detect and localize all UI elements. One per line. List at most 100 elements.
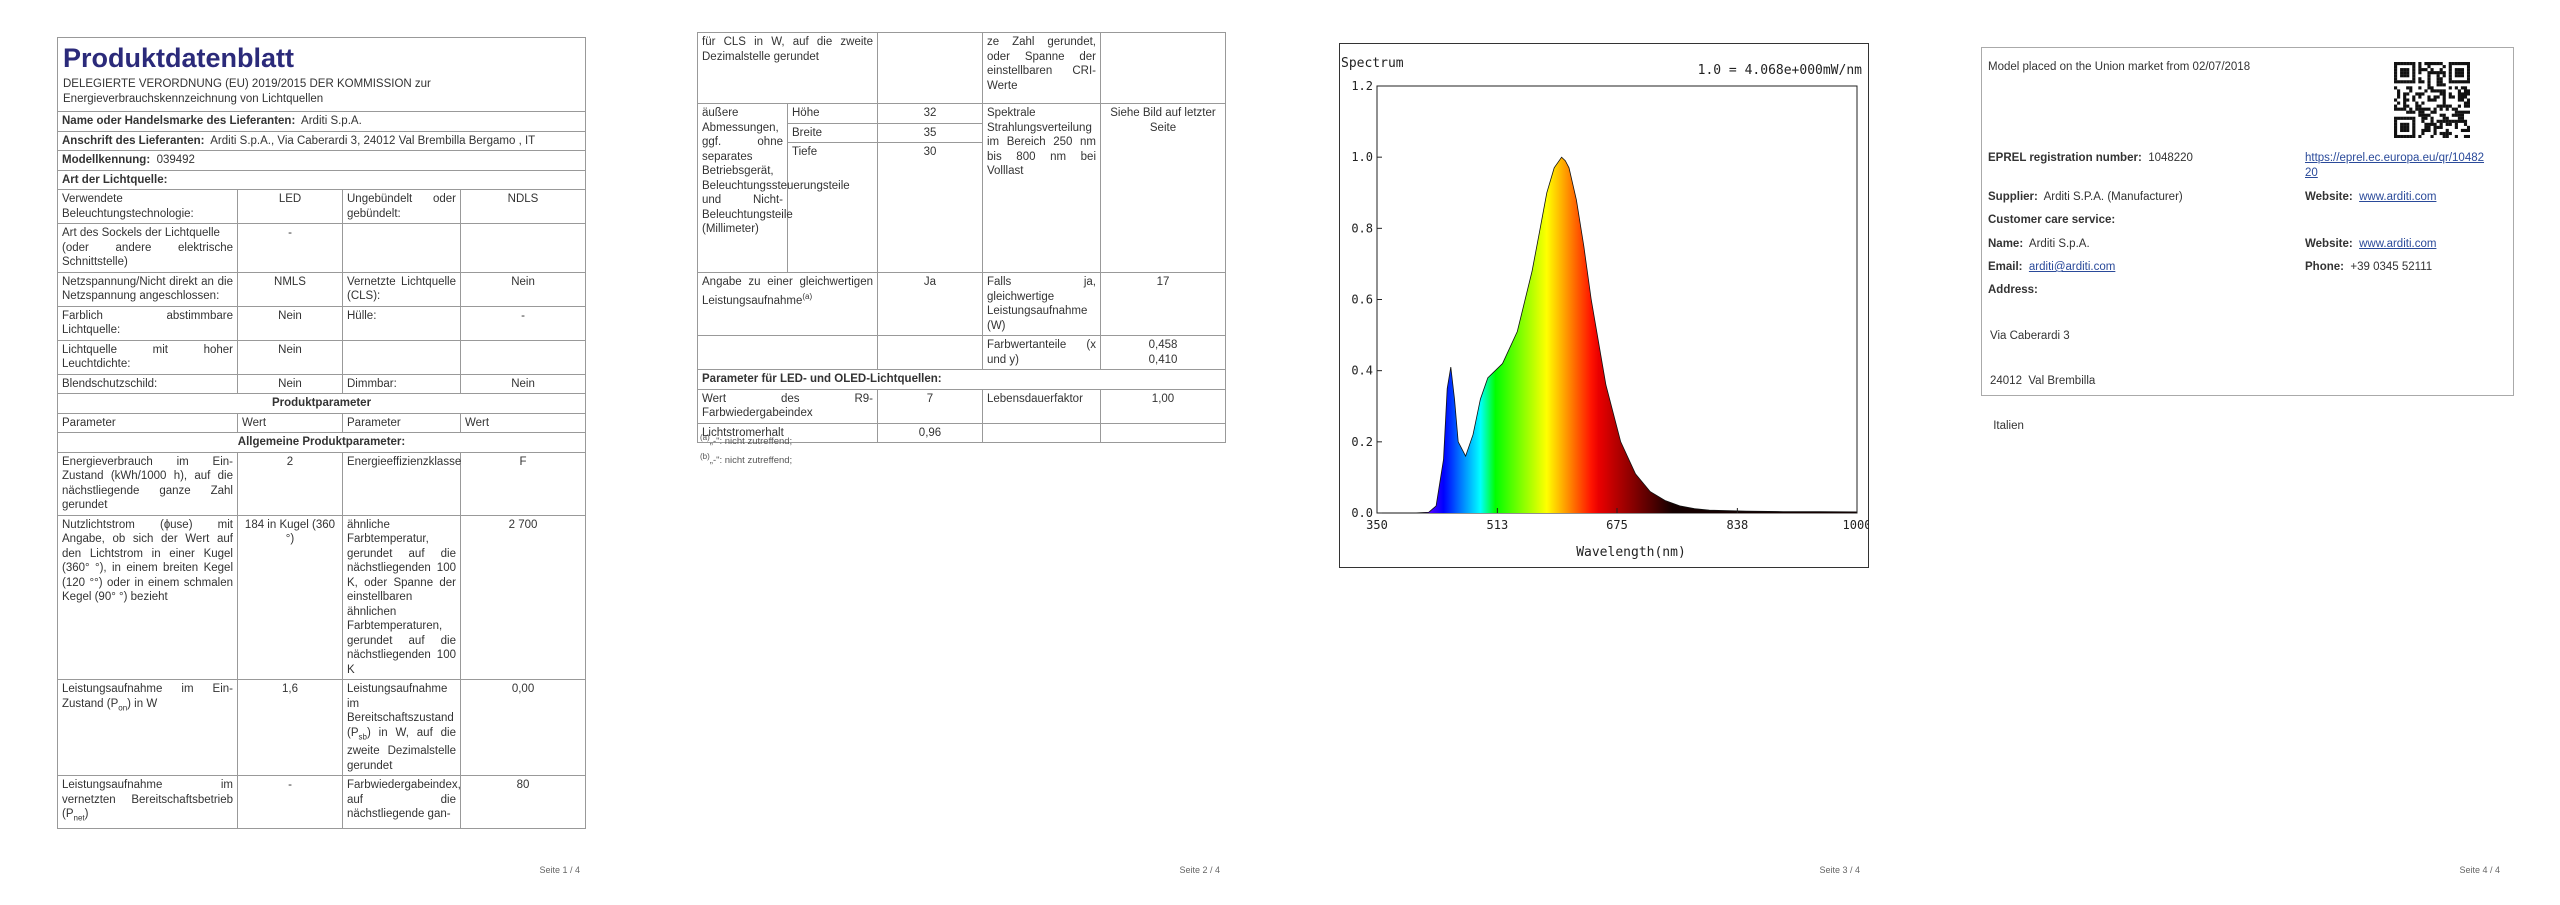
param-cell xyxy=(982,422,1101,443)
qr-module xyxy=(2463,62,2468,66)
footnote: (a)„-": nicht zutreffend; xyxy=(700,430,792,449)
qr-module xyxy=(2403,74,2407,78)
qr-module xyxy=(2430,89,2434,93)
supplier-label: Supplier: xyxy=(1988,191,2038,203)
eprel-label: EPREL registration number: xyxy=(1988,152,2142,164)
table-row: Lichtquelle mit hoher Leuchtdichte: Nein xyxy=(57,339,587,375)
qr-module xyxy=(2397,95,2401,99)
qr-module xyxy=(2421,101,2425,105)
qr-module xyxy=(2433,98,2437,102)
eprel-link[interactable]: https://eprel.ec.europa.eu/qr/1048220 xyxy=(2305,152,2485,179)
qr-module xyxy=(2403,98,2407,102)
email-link[interactable]: arditi@arditi.com xyxy=(2028,261,2116,273)
value-cell: Nein xyxy=(459,271,587,307)
qr-module xyxy=(2454,134,2458,138)
qr-module xyxy=(2442,71,2446,75)
qr-module xyxy=(2442,134,2446,138)
y-tick-label: 0.0 xyxy=(1351,506,1373,520)
supplier-label: Name oder Handelsmarke des Lieferanten: xyxy=(62,115,296,127)
website-link[interactable]: www.arditi.com xyxy=(2359,191,2437,203)
subscript: net xyxy=(73,813,85,823)
qr-module xyxy=(2412,134,2416,138)
qr-module xyxy=(2406,62,2410,66)
qr-module xyxy=(2427,98,2431,102)
qr-module xyxy=(2427,80,2431,84)
qr-module xyxy=(2454,71,2458,75)
value-cell xyxy=(877,335,983,370)
qr-module xyxy=(2460,98,2465,102)
qr-module xyxy=(2445,119,2449,123)
qr-module xyxy=(2415,101,2419,105)
qr-module xyxy=(2463,119,2468,123)
qr-module xyxy=(2403,92,2407,96)
qr-module xyxy=(2466,65,2470,69)
qr-module xyxy=(2439,80,2443,84)
qr-module xyxy=(2394,86,2398,90)
qr-module xyxy=(2457,104,2461,108)
email-label: Email: xyxy=(1988,261,2023,273)
website-row: Website: www.arditi.com xyxy=(2305,190,2436,205)
qr-module xyxy=(2442,65,2446,69)
dimension-name: Tiefe xyxy=(787,142,878,273)
qr-module xyxy=(2448,92,2452,96)
value-cell: 0,96 xyxy=(877,422,983,443)
param-text: ) xyxy=(84,808,89,821)
qr-module xyxy=(2400,122,2404,126)
page-bottom-margin xyxy=(0,845,640,905)
qr-module xyxy=(2397,80,2401,84)
value-cell: 0,458 0,410 xyxy=(1100,335,1226,370)
qr-code-icon[interactable] xyxy=(2394,62,2470,138)
x-tick-label: 350 xyxy=(1366,518,1388,532)
param-cell: Spektrale Strahlungsverteilung im Bereic… xyxy=(982,103,1101,273)
address-block: Via Caberardi 3 24012 Val Brembilla Ital… xyxy=(1990,299,2095,464)
market-date: Model placed on the Union market from 02… xyxy=(1988,61,2251,73)
qr-module xyxy=(2430,68,2434,72)
qr-module xyxy=(2397,92,2401,96)
page-number: Seite 4 / 4 xyxy=(2459,865,2500,875)
qr-module xyxy=(2418,65,2422,69)
param-cell xyxy=(342,339,461,375)
qr-module xyxy=(2442,104,2446,108)
qr-module xyxy=(2460,62,2465,66)
qr-module xyxy=(2439,119,2443,123)
qr-module xyxy=(2394,74,2398,78)
qr-module xyxy=(2457,80,2461,84)
param-text: Leistungsaufnahme im Ein-Zustand (P xyxy=(62,683,233,710)
qr-module xyxy=(2418,71,2422,75)
supplier-row: Supplier: Arditi S.P.A. (Manufacturer) xyxy=(1988,190,2183,205)
param-cell: für CLS in W, auf die zweite Dezimalstel… xyxy=(697,32,878,104)
param-cell xyxy=(342,223,461,273)
qr-module xyxy=(2412,65,2416,69)
param-cell: ze Zahl gerundet, oder Spanne der einste… xyxy=(982,32,1101,104)
qr-module xyxy=(2424,122,2428,126)
care-name-row: Name: Arditi S.p.A. xyxy=(1988,237,2090,252)
qr-module xyxy=(2409,89,2413,93)
qr-module xyxy=(2403,104,2407,108)
qr-module xyxy=(2466,71,2470,75)
customer-care-header: Customer care service: xyxy=(1988,214,2116,226)
address-label: Anschrift des Lieferanten: xyxy=(62,134,205,147)
regulation-subtitle: DELEGIERTE VERORDNUNG (EU) 2019/2015 DER… xyxy=(63,78,431,105)
qr-module xyxy=(2415,107,2419,111)
y-tick-label: 0.6 xyxy=(1351,293,1373,307)
qr-module xyxy=(2409,80,2413,84)
footnote-marker: (b) xyxy=(700,452,710,462)
qr-module xyxy=(2406,110,2410,114)
qr-module xyxy=(2454,80,2458,84)
qr-module xyxy=(2433,95,2437,99)
qr-module xyxy=(2403,128,2407,133)
qr-module xyxy=(2421,128,2425,133)
qr-module xyxy=(2400,74,2404,78)
qr-module xyxy=(2412,98,2416,102)
qr-module xyxy=(2460,71,2465,75)
qr-module xyxy=(2424,89,2428,93)
qr-module xyxy=(2433,131,2437,136)
qr-module xyxy=(2394,134,2398,138)
table-row: Nutzlichtstrom (ɸuse) mit Angabe, ob sic… xyxy=(57,514,587,680)
qr-module xyxy=(2412,80,2416,84)
value-cell: 184 in Kugel (360 °) xyxy=(237,514,343,680)
qr-module xyxy=(2424,116,2428,120)
website-link[interactable]: www.arditi.com xyxy=(2359,238,2437,250)
qr-module xyxy=(2439,125,2443,129)
value-cell xyxy=(877,32,983,104)
